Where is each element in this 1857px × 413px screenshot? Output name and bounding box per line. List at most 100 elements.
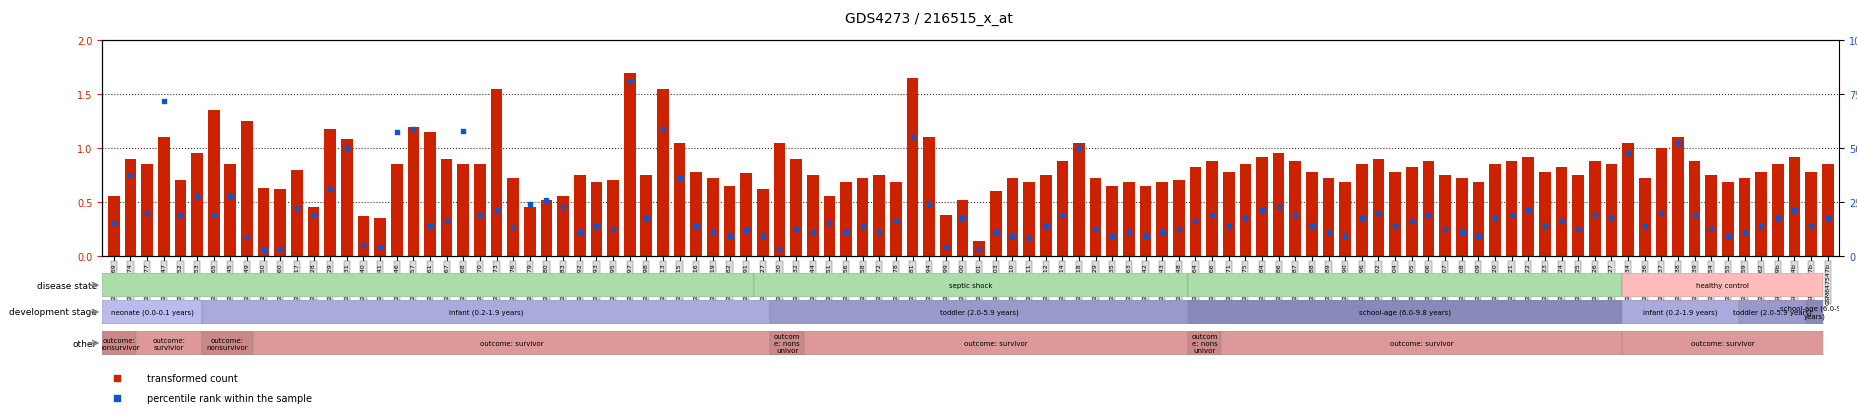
Text: outcome:
nonsurvivor: outcome: nonsurvivor	[98, 337, 139, 350]
Bar	[191, 154, 202, 256]
Bar	[1788, 157, 1799, 256]
Point	[1229, 215, 1259, 222]
Point	[847, 223, 877, 229]
Text: school-age (6.0-9.8 years): school-age (6.0-9.8 years)	[1357, 309, 1450, 316]
Bar	[1772, 165, 1783, 256]
Bar	[175, 181, 186, 256]
Point	[1114, 229, 1144, 236]
Text: outcome: survivor: outcome: survivor	[1690, 340, 1753, 346]
Bar	[973, 241, 984, 256]
Bar	[357, 216, 370, 256]
Bar	[1188, 168, 1201, 256]
Text: infant (0.2-1.9 years): infant (0.2-1.9 years)	[1643, 309, 1718, 316]
Point	[165, 212, 195, 218]
Point	[1645, 210, 1675, 216]
Point	[698, 229, 728, 236]
Bar	[1571, 176, 1584, 256]
Point	[299, 212, 329, 218]
Point	[615, 79, 644, 85]
FancyBboxPatch shape	[1220, 331, 1621, 355]
Point	[1031, 223, 1060, 229]
Bar	[789, 159, 802, 256]
Point	[1146, 229, 1175, 236]
Point	[1695, 226, 1725, 233]
Bar	[440, 159, 453, 256]
Text: transformed count: transformed count	[147, 373, 238, 383]
Bar	[873, 176, 884, 256]
FancyBboxPatch shape	[102, 300, 202, 324]
Bar	[1521, 157, 1534, 256]
Bar	[1389, 172, 1400, 256]
Bar	[1222, 172, 1233, 256]
Bar	[773, 143, 786, 256]
Bar	[1638, 179, 1649, 256]
Point	[349, 242, 379, 249]
Text: outcome: survivor: outcome: survivor	[479, 340, 542, 346]
Point	[464, 212, 494, 218]
Point	[748, 233, 778, 240]
Bar	[1604, 165, 1616, 256]
Text: outcome:
survivior: outcome: survivior	[152, 337, 186, 350]
Point	[1545, 218, 1575, 225]
Point	[132, 210, 162, 216]
Point	[980, 229, 1010, 236]
Point	[431, 218, 461, 225]
Point	[1513, 208, 1543, 214]
Point	[1014, 235, 1044, 242]
Bar	[258, 188, 269, 256]
Text: infant (0.2-1.9 years): infant (0.2-1.9 years)	[449, 309, 524, 316]
FancyBboxPatch shape	[1187, 300, 1621, 324]
Point	[813, 221, 843, 227]
Point	[531, 197, 561, 204]
Point	[1081, 226, 1110, 233]
Point	[594, 69, 624, 76]
Point	[765, 246, 795, 253]
Point	[648, 126, 678, 133]
Text: percentile rank within the sample: percentile rank within the sample	[147, 393, 312, 403]
Bar	[823, 197, 836, 256]
Point	[914, 201, 943, 208]
Point	[594, 250, 624, 256]
Point	[864, 229, 893, 236]
Point	[115, 172, 145, 179]
Text: neonate (0.0-0.1 years): neonate (0.0-0.1 years)	[111, 309, 193, 316]
Bar	[1023, 183, 1034, 256]
Bar	[108, 197, 119, 256]
Bar	[1805, 172, 1816, 256]
Bar	[674, 143, 685, 256]
Point	[1380, 223, 1409, 229]
Point	[1712, 233, 1742, 240]
Bar	[540, 200, 552, 256]
Point	[1213, 223, 1242, 229]
Point	[880, 218, 910, 225]
Point	[1296, 223, 1326, 229]
Bar	[1289, 161, 1300, 256]
Point	[282, 206, 312, 212]
Text: outcom
e: nons
univor: outcom e: nons univor	[774, 333, 800, 353]
Point	[1612, 151, 1642, 157]
Point	[797, 229, 826, 236]
FancyBboxPatch shape	[754, 273, 1187, 297]
Point	[682, 223, 711, 229]
Point	[631, 215, 661, 222]
Bar	[691, 172, 702, 256]
Bar	[1738, 179, 1749, 256]
Bar	[1239, 165, 1250, 256]
Point	[1762, 215, 1792, 222]
Point	[1179, 218, 1209, 225]
Bar	[141, 165, 152, 256]
Bar	[806, 176, 819, 256]
FancyBboxPatch shape	[253, 331, 771, 355]
Bar	[1322, 179, 1333, 256]
Bar	[724, 186, 735, 256]
Point	[1313, 229, 1343, 236]
Point	[964, 246, 993, 253]
Point	[1746, 223, 1775, 229]
FancyBboxPatch shape	[136, 331, 202, 355]
Bar	[342, 140, 353, 256]
Text: healthy control: healthy control	[1695, 282, 1747, 288]
Bar	[1356, 165, 1367, 256]
Point	[383, 129, 412, 136]
Point	[1097, 233, 1127, 240]
Bar	[1122, 183, 1135, 256]
